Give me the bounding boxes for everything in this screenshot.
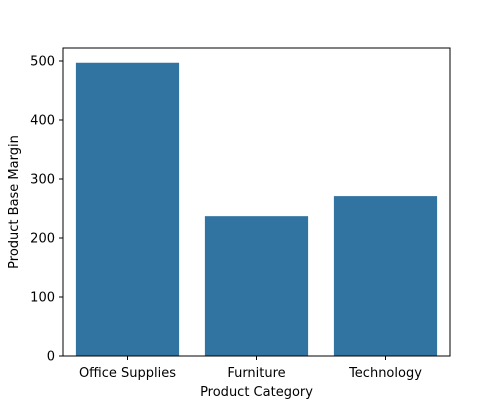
bar-furniture bbox=[204, 216, 309, 356]
x-tick-label: Furniture bbox=[227, 366, 285, 381]
bars-layer bbox=[75, 62, 438, 357]
y-tick-label: 500 bbox=[30, 54, 55, 69]
y-axis-label: Product Base Margin bbox=[7, 135, 22, 269]
bar-technology bbox=[333, 196, 438, 356]
y-tick-label: 400 bbox=[30, 113, 55, 128]
x-axis-label: Product Category bbox=[200, 385, 313, 400]
x-tick-label: Technology bbox=[348, 366, 422, 381]
y-axis-ticks: 0 100 200 300 400 500 bbox=[30, 54, 63, 365]
bar-office-supplies bbox=[75, 62, 180, 357]
y-tick-label: 200 bbox=[30, 231, 55, 246]
y-tick-label: 0 bbox=[47, 350, 55, 365]
x-axis-ticks: Office Supplies Furniture Technology bbox=[79, 356, 422, 381]
y-tick-label: 100 bbox=[30, 290, 55, 305]
x-tick-label: Office Supplies bbox=[79, 366, 176, 381]
y-tick-label: 300 bbox=[30, 172, 55, 187]
